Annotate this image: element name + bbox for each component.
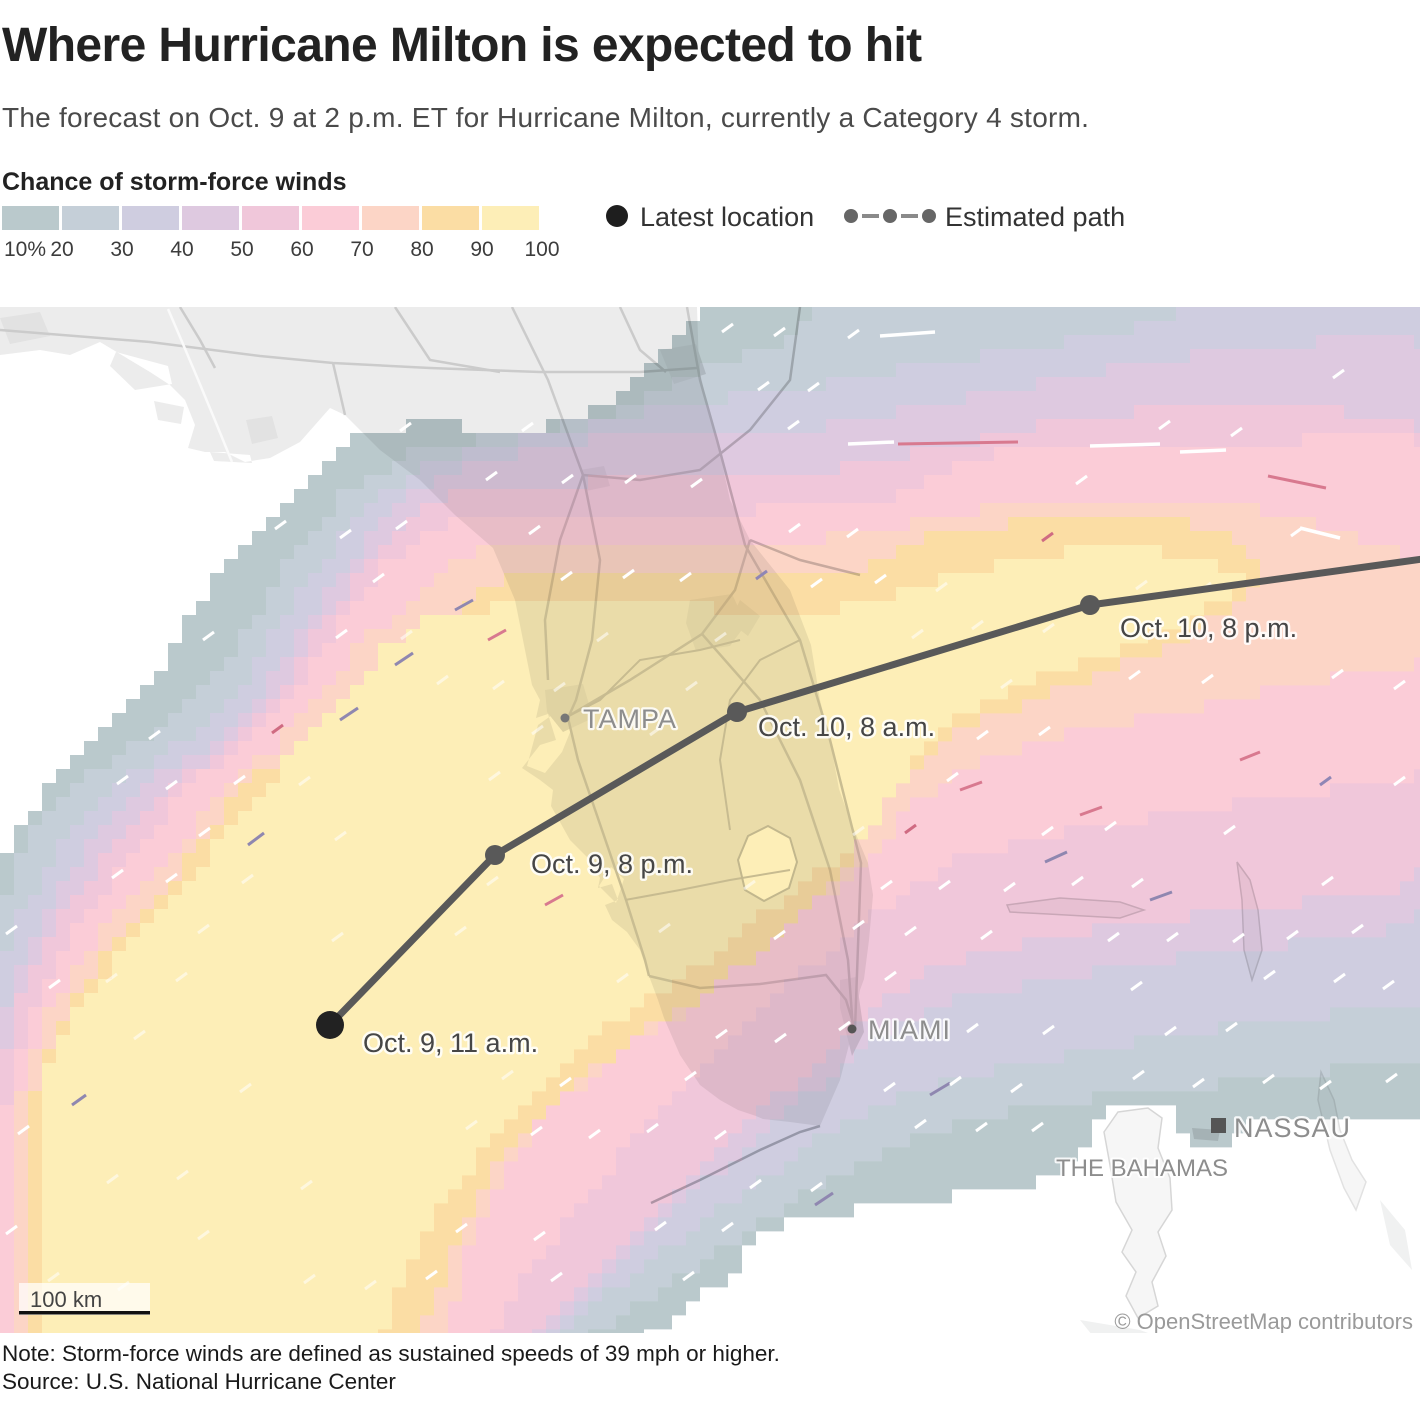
svg-text:Oct. 9, 8 p.m.: Oct. 9, 8 p.m. bbox=[531, 849, 693, 879]
svg-text:Oct. 9, 11 a.m.: Oct. 9, 11 a.m. bbox=[363, 1028, 538, 1058]
svg-text:MIAMI: MIAMI bbox=[868, 1015, 951, 1045]
svg-text:THE BAHAMAS: THE BAHAMAS bbox=[1056, 1155, 1228, 1182]
svg-text:Oct. 10, 8 a.m.: Oct. 10, 8 a.m. bbox=[758, 712, 935, 742]
svg-text:100 km: 100 km bbox=[30, 1287, 102, 1312]
svg-text:TAMPA: TAMPA bbox=[583, 704, 677, 734]
svg-text:© OpenStreetMap contributors: © OpenStreetMap contributors bbox=[1114, 1309, 1413, 1334]
svg-text:Oct. 10, 8 p.m.: Oct. 10, 8 p.m. bbox=[1120, 613, 1297, 643]
svg-text:NASSAU: NASSAU bbox=[1234, 1113, 1351, 1143]
